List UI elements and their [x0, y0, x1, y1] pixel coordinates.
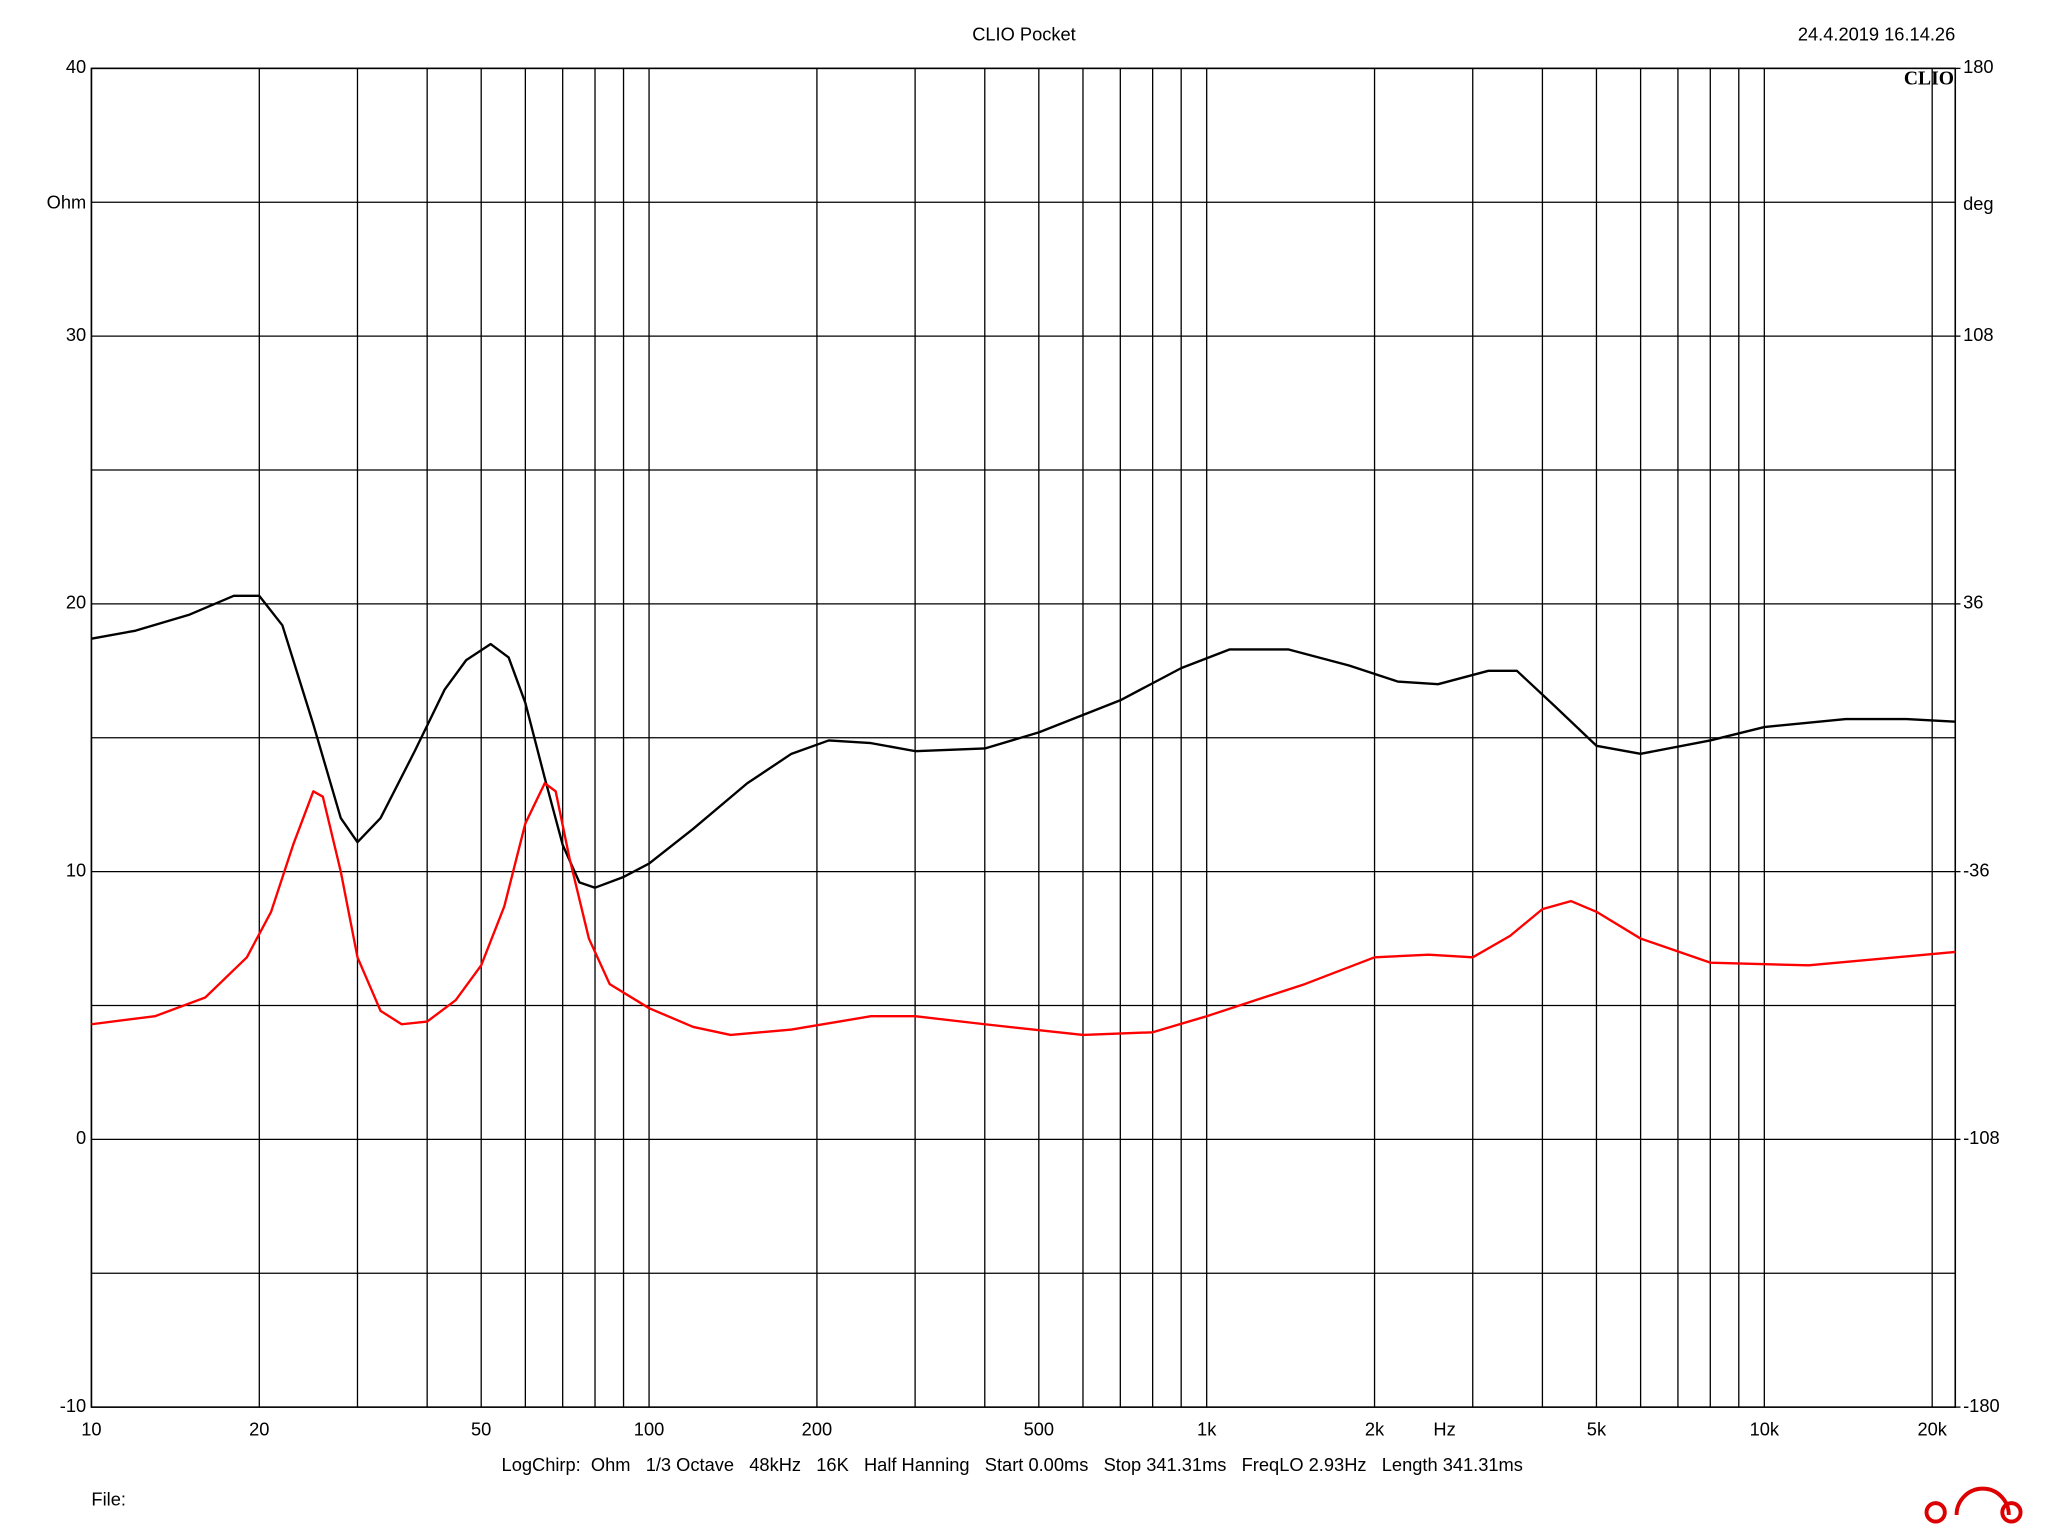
y2-tick-label: -36	[1963, 859, 1989, 880]
x-tick-label: 1k	[1197, 1419, 1217, 1440]
y2-tick-label: 36	[1963, 592, 1983, 613]
x-tick-label: 10	[81, 1419, 101, 1440]
file-label: File:	[91, 1488, 126, 1509]
y2-tick-label: -108	[1963, 1127, 2000, 1148]
y-tick-label: 20	[66, 592, 86, 613]
x-tick-label: 500	[1024, 1419, 1054, 1440]
series-line	[91, 594, 1956, 889]
logo	[1924, 1486, 2023, 1524]
x-tick-label: 2k	[1365, 1419, 1385, 1440]
x-tick-label: 50	[471, 1419, 491, 1440]
y-axis-label: Ohm	[47, 192, 87, 213]
timestamp: 24.4.2019 16.14.26	[1798, 23, 1955, 44]
brand: CLIO	[1904, 68, 1954, 90]
y2-tick-label: -180	[1963, 1395, 2000, 1416]
y-tick-label: 30	[66, 324, 86, 345]
footer: LogChirp: Ohm 1/3 Octave 48kHz 16K Half …	[502, 1454, 1523, 1475]
x-tick-label: 20k	[1917, 1419, 1947, 1440]
x-tick-label: 20	[249, 1419, 269, 1440]
y-tick-label: 0	[76, 1127, 86, 1148]
y2-tick-label: 180	[1963, 56, 1993, 77]
chart-title: CLIO Pocket	[972, 23, 1076, 44]
y2-axis-label: deg	[1963, 193, 1993, 214]
y-tick-label: 10	[66, 859, 86, 880]
y2-tick-label: 108	[1963, 324, 1993, 345]
x-axis-label: Hz	[1433, 1419, 1455, 1440]
series-line	[91, 782, 1956, 1037]
y-tick-label: -10	[60, 1395, 86, 1416]
y-tick-label: 40	[66, 56, 86, 77]
x-tick-label: 100	[634, 1419, 664, 1440]
x-tick-label: 5k	[1587, 1419, 1607, 1440]
x-tick-label: 10k	[1750, 1419, 1780, 1440]
x-tick-label: 200	[802, 1419, 832, 1440]
